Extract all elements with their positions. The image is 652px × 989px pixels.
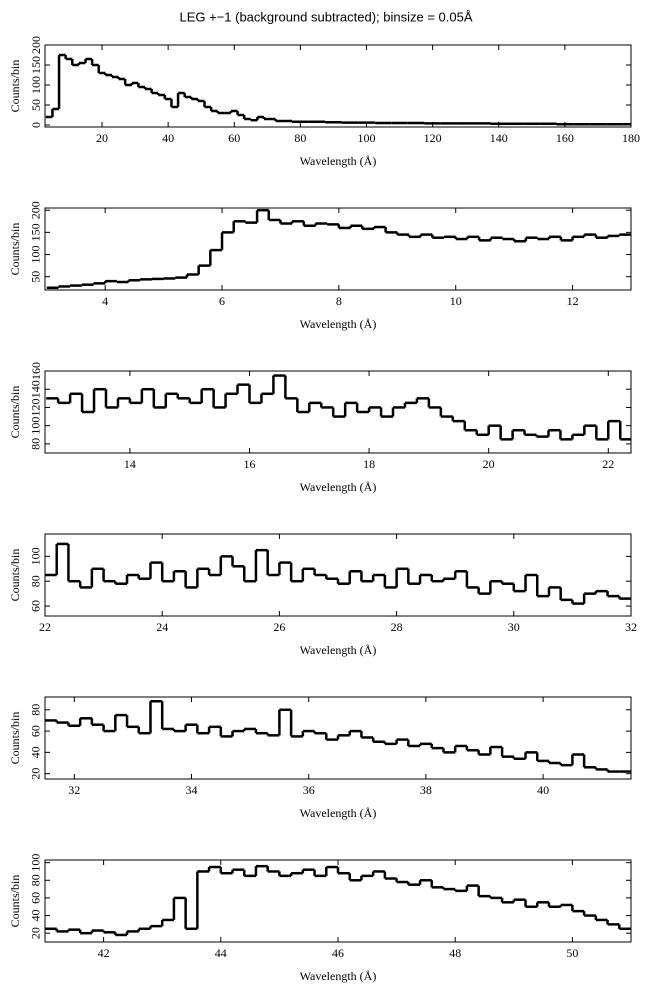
- x-tick-label: 46: [332, 946, 344, 960]
- x-tick-label: 140: [490, 131, 508, 145]
- plot-frame: [44, 44, 632, 128]
- y-tick-label: 120: [29, 398, 43, 416]
- panel: 4 6 8 10 12 50 100 150 200 Wavelength (Å) Counts/b…: [8, 201, 632, 331]
- x-tick-label: 100: [358, 131, 376, 145]
- y-axis-label: Counts/bin: [8, 223, 22, 276]
- series: [45, 53, 631, 126]
- y-tick-label: 100: [29, 417, 43, 435]
- plot-frame: [44, 696, 632, 780]
- y-tick-label: 150: [29, 223, 43, 241]
- panel: 32 34 36 38 40 20 40 60 80 Wavelength (Å) Counts/b…: [8, 696, 632, 820]
- step-connector: [55, 866, 621, 935]
- y-tick-label: 40: [29, 746, 43, 758]
- x-tick-label: 4: [102, 294, 108, 308]
- x-tick-label: 80: [294, 131, 306, 145]
- y-axis-label: Counts/bin: [8, 549, 22, 602]
- x-tick-label: 180: [622, 131, 640, 145]
- x-axis-label: Wavelength (Å): [300, 806, 377, 820]
- plot-frame: [44, 859, 632, 943]
- x-tick-label: 20: [483, 457, 495, 471]
- y-tick-label: 100: [29, 76, 43, 94]
- x-tick-label: 40: [162, 131, 174, 145]
- x-tick-label: 42: [98, 946, 110, 960]
- y-tick-label: 100: [29, 246, 43, 264]
- y-tick-label: 50: [29, 99, 43, 111]
- y-tick-label: 80: [29, 438, 43, 450]
- x-tick-label: 120: [424, 131, 442, 145]
- x-tick-label: 20: [96, 131, 108, 145]
- y-tick-label: 140: [29, 380, 43, 398]
- x-tick-label: 44: [215, 946, 227, 960]
- panel: 22 24 26 28 30 32 60 80 100 Wavelength (Å) Counts/…: [8, 533, 637, 657]
- panel: 42 44 46 48 50 20 40 60 80 100 Wavelength (Å) Count…: [8, 854, 632, 983]
- plot-frame: [44, 370, 632, 454]
- step-connector: [51, 55, 558, 125]
- x-tick-label: 12: [567, 294, 579, 308]
- step-connector: [56, 375, 622, 440]
- y-tick-label: 100: [29, 547, 43, 565]
- x-tick-label: 34: [186, 783, 198, 797]
- x-tick-label: 14: [124, 457, 136, 471]
- series: [45, 542, 631, 605]
- series: [46, 208, 631, 290]
- x-tick-label: 60: [228, 131, 240, 145]
- y-axis-label: Counts/bin: [8, 712, 22, 765]
- y-tick-label: 80: [29, 704, 43, 716]
- x-tick-label: 26: [273, 620, 285, 634]
- x-tick-label: 32: [68, 783, 80, 797]
- x-tick-label: 16: [244, 457, 256, 471]
- y-tick-label: 20: [29, 927, 43, 939]
- y-tick-label: 60: [29, 600, 43, 612]
- panel: 20 40 60 80 100 120 140 160 180 0 50 100 150 200 Wavel…: [8, 36, 640, 168]
- y-tick-label: 80: [29, 874, 43, 886]
- x-tick-label: 8: [336, 294, 342, 308]
- x-tick-label: 160: [556, 131, 574, 145]
- x-tick-label: 50: [566, 946, 578, 960]
- x-tick-label: 22: [39, 620, 51, 634]
- y-tick-label: 20: [29, 768, 43, 780]
- x-tick-label: 36: [303, 783, 315, 797]
- x-tick-label: 6: [219, 294, 225, 308]
- x-tick-label: 30: [508, 620, 520, 634]
- x-axis-label: Wavelength (Å): [300, 480, 377, 494]
- y-tick-label: 60: [29, 725, 43, 737]
- plot-frame: [44, 533, 632, 617]
- plot-frame: [44, 207, 632, 291]
- y-tick-label: 0: [29, 122, 43, 128]
- x-tick-label: 22: [602, 457, 614, 471]
- y-tick-label: 200: [29, 201, 43, 219]
- x-tick-label: 24: [156, 620, 168, 634]
- y-tick-label: 100: [29, 854, 43, 872]
- x-tick-label: 18: [363, 457, 375, 471]
- y-axis-label: Counts/bin: [8, 60, 22, 113]
- step-connector: [57, 210, 621, 288]
- y-tick-label: 40: [29, 910, 43, 922]
- y-axis-label: Counts/bin: [8, 875, 22, 928]
- x-axis-label: Wavelength (Å): [300, 317, 377, 331]
- x-tick-label: 48: [449, 946, 461, 960]
- figure-title: LEG +−1 (background subtracted); binsize…: [179, 9, 472, 24]
- y-tick-label: 200: [29, 36, 43, 54]
- series: [45, 864, 631, 937]
- x-tick-label: 10: [450, 294, 462, 308]
- y-tick-label: 80: [29, 575, 43, 587]
- y-tick-label: 60: [29, 892, 43, 904]
- x-tick-label: 32: [625, 620, 637, 634]
- y-tick-label: 150: [29, 56, 43, 74]
- x-axis-label: Wavelength (Å): [300, 643, 377, 657]
- y-tick-label: 50: [29, 271, 43, 283]
- x-axis-label: Wavelength (Å): [300, 154, 377, 168]
- x-tick-label: 40: [537, 783, 549, 797]
- y-tick-label: 160: [29, 362, 43, 380]
- y-axis-label: Counts/bin: [8, 386, 22, 439]
- series: [46, 374, 631, 441]
- x-tick-label: 38: [420, 783, 432, 797]
- x-tick-label: 28: [391, 620, 403, 634]
- x-axis-label: Wavelength (Å): [300, 969, 377, 983]
- series: [45, 700, 631, 773]
